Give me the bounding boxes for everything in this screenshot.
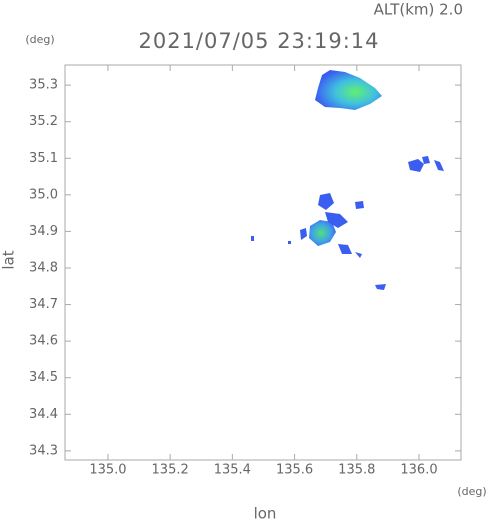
y-axis-label: lat [0,250,18,269]
y-tick-label: 34.5 [29,370,58,385]
echo [288,241,291,244]
y-tick-label: 34.6 [29,334,58,349]
x-tick-label: 135.2 [152,463,189,478]
echo [355,201,364,209]
echo [325,212,348,228]
y-tick-label: 35.2 [29,114,58,129]
echo [251,236,254,241]
echo [300,228,307,240]
echo [375,284,386,290]
echo [422,156,430,164]
echo [338,244,352,254]
x-tick-label: 136.0 [400,463,437,478]
echo [408,159,424,172]
x-axis-label: lon [254,505,277,521]
y-tick-label: 34.9 [29,224,58,239]
y-tick-label: 35.0 [29,187,58,202]
echo [309,220,336,246]
y-tick-label: 34.3 [29,443,58,458]
echo [315,70,382,110]
chart-title: 2021/07/05 23:19:14 [138,29,379,53]
x-tick-label: 135.0 [89,463,126,478]
y-tick-label: 35.3 [29,78,58,93]
x-tick-label: 135.8 [338,463,375,478]
altitude-label: ALT(km) 2.0 [374,1,463,19]
y-tick-label: 34.7 [29,297,58,312]
x-unit: (deg) [457,485,486,498]
y-tick-label: 34.8 [29,260,58,275]
plot-frame [64,64,462,461]
echo [355,252,362,258]
y-unit: (deg) [25,33,54,46]
y-tick-label: 34.4 [29,407,58,422]
x-tick-label: 135.6 [276,463,313,478]
radar-echoes [251,70,444,290]
y-tick-label: 35.1 [29,151,58,166]
x-tick-label: 135.4 [214,463,251,478]
echo [318,193,334,210]
echo [434,160,444,171]
